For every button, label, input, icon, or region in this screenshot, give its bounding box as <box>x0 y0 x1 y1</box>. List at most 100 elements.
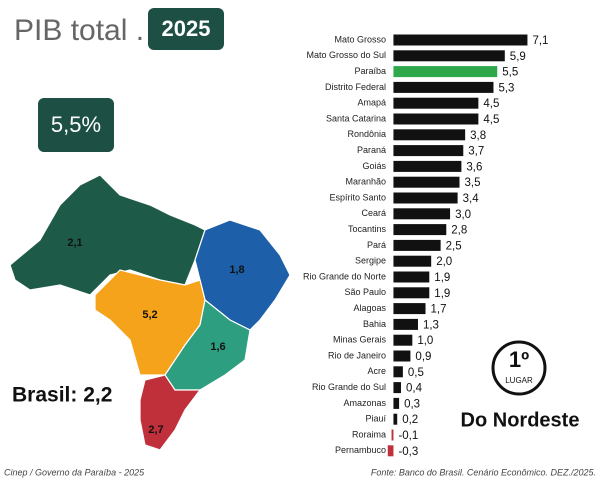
year: 2025 <box>162 16 211 41</box>
category-label: Distrito Federal <box>325 82 386 92</box>
value-label: 2,8 <box>451 225 467 237</box>
bar <box>393 397 400 409</box>
value-label: 0,2 <box>402 414 418 426</box>
value-label: 1,3 <box>423 319 439 331</box>
value-label: 5,3 <box>498 82 514 94</box>
bar <box>393 318 418 330</box>
value-label: 1,9 <box>434 272 450 284</box>
value-label: 3,0 <box>455 209 471 221</box>
rank-caption: LUGAR <box>505 376 533 385</box>
category-label: Ceará <box>361 208 386 218</box>
category-label: Espírito Santo <box>329 192 386 202</box>
value-label: 5,9 <box>510 51 526 63</box>
value-label: 2,5 <box>446 240 462 252</box>
badge: 5,5% <box>51 112 101 137</box>
bar <box>393 129 466 141</box>
bar <box>393 145 464 157</box>
category-label: Goiás <box>362 161 386 171</box>
value-label: 4,5 <box>483 98 499 110</box>
bar-chart: Mato Grosso 7,1 Mato Grosso do Sul 5,9 Paraí… <box>303 34 548 457</box>
bar <box>393 239 441 251</box>
value-label: 3,5 <box>465 177 481 189</box>
bar <box>393 350 411 362</box>
category-label: Rio Grande do Norte <box>303 271 386 281</box>
bar <box>393 97 479 109</box>
category-label: Tocantins <box>348 224 387 234</box>
value-label: -0,3 <box>398 446 418 458</box>
category-label: Pará <box>367 240 386 250</box>
region-label: 1,8 <box>229 264 244 276</box>
bar <box>393 192 458 204</box>
category-label: Sergipe <box>355 256 386 266</box>
map <box>9 174 291 451</box>
region-label: 5,2 <box>142 309 157 321</box>
category-label: Acre <box>367 366 386 376</box>
bar <box>393 334 413 346</box>
bar <box>387 445 394 457</box>
value-label: 0,3 <box>404 398 420 410</box>
value-label: 4,5 <box>483 114 499 126</box>
value-label: 3,6 <box>466 161 482 173</box>
bar <box>393 160 462 172</box>
value-label: 7,1 <box>532 35 548 47</box>
bar <box>393 81 494 93</box>
category-label: Bahia <box>363 319 386 329</box>
region-label: 2,7 <box>148 424 163 436</box>
region-label: 1,6 <box>210 341 225 353</box>
category-label: Rio de Janeiro <box>328 350 386 360</box>
category-label: Rio Grande do Sul <box>312 382 386 392</box>
rank-subtitle: Do Nordeste <box>461 409 580 431</box>
value-label: 3,7 <box>468 146 484 158</box>
bar <box>393 66 498 78</box>
bar <box>393 382 401 394</box>
bar <box>393 271 430 283</box>
category-label: Amapá <box>357 98 386 108</box>
category-label: São Paulo <box>344 287 386 297</box>
category-label: Mato Grosso do Sul <box>306 50 386 60</box>
region-south <box>139 374 202 451</box>
value-label: 2,0 <box>436 256 452 268</box>
bar <box>393 413 398 425</box>
value-label: 1,7 <box>431 304 447 316</box>
bar <box>393 224 447 236</box>
credit: Cinep / Governo da Paraíba - 2025 <box>4 467 145 477</box>
bar <box>393 287 430 299</box>
source: Fonte: Banco do Brasil. Cenário Econômic… <box>371 467 596 477</box>
bar <box>393 255 432 267</box>
category-label: Santa Catarina <box>326 113 386 123</box>
bar <box>393 366 403 378</box>
category-label: Mato Grosso <box>334 34 386 44</box>
year-box <box>148 8 224 50</box>
category-label: Piauí <box>365 414 386 424</box>
value-label: -0,1 <box>398 430 418 442</box>
bar <box>393 208 451 220</box>
rank-position: 1º <box>509 347 529 372</box>
value-label: 1,9 <box>434 288 450 300</box>
value-label: 3,4 <box>463 193 480 205</box>
category-label: Alagoas <box>353 303 386 313</box>
bar <box>393 34 528 46</box>
rank-circle <box>491 340 547 396</box>
category-label: Roraima <box>352 429 386 439</box>
region-label: 2,1 <box>67 237 82 249</box>
category-label: Rondônia <box>347 129 386 139</box>
category-label: Paraíba <box>354 66 386 76</box>
bar <box>393 303 426 315</box>
value-label: 0,5 <box>408 367 424 379</box>
bar <box>393 50 505 62</box>
bar <box>391 429 394 441</box>
category-label: Maranhão <box>345 177 386 187</box>
region-southeast <box>164 298 251 391</box>
value-label: 1,0 <box>417 335 433 347</box>
category-label: Paraná <box>357 145 386 155</box>
bar <box>393 176 460 188</box>
category-label: Amazonas <box>343 398 386 408</box>
value-label: 0,9 <box>415 351 431 363</box>
brasil-total: Brasil: 2,2 <box>12 384 112 407</box>
badge-box <box>38 98 114 152</box>
bar <box>393 113 479 125</box>
title: PIB total . <box>14 14 144 47</box>
category-label: Minas Gerais <box>333 335 387 345</box>
value-label: 5,5 <box>502 67 518 79</box>
